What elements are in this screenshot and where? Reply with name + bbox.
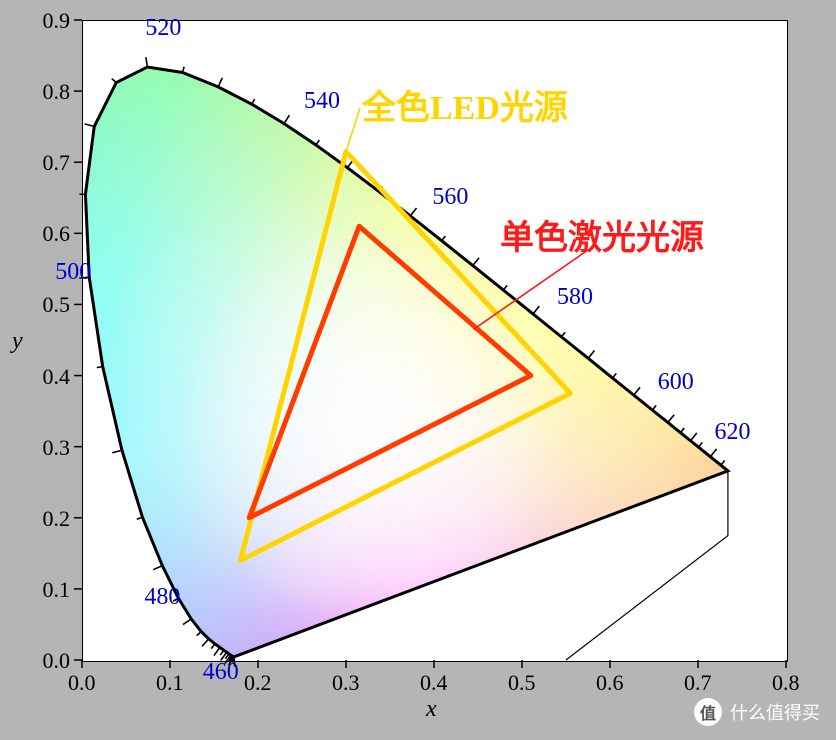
wavelength-label-580: 580	[557, 284, 593, 311]
x-tick-label: 0.1	[156, 670, 184, 696]
y-axis-label: y	[12, 328, 23, 355]
x-tick-label: 0.2	[244, 670, 272, 696]
wavelength-label-480: 480	[144, 584, 180, 611]
x-tick-label: 0.6	[596, 670, 624, 696]
wavelength-label-620: 620	[715, 419, 751, 446]
y-tick-label: 0.3	[43, 435, 71, 461]
x-axis-label: x	[426, 696, 437, 723]
wavelength-label-540: 540	[304, 88, 340, 115]
x-tick-label: 0.3	[332, 670, 360, 696]
x-tick-label: 0.5	[508, 670, 536, 696]
wavelength-label-500: 500	[55, 259, 91, 286]
y-tick-label: 0.8	[43, 79, 71, 105]
y-tick-label: 0.7	[43, 150, 71, 176]
wavelength-label-520: 520	[145, 15, 181, 42]
wavelength-label-600: 600	[658, 369, 694, 396]
y-tick-label: 0.1	[43, 577, 71, 603]
y-tick-label: 0.5	[43, 292, 71, 318]
annotation-full-color-led: 全色LED光源	[362, 80, 568, 129]
watermark: 值 什么值得买	[694, 698, 820, 726]
x-tick-label: 0.4	[420, 670, 448, 696]
y-tick-label: 0.6	[43, 221, 71, 247]
x-tick-label: 0.0	[68, 670, 96, 696]
x-tick-label: 0.7	[684, 670, 712, 696]
y-tick-label: 0.0	[43, 648, 71, 674]
wavelength-label-460: 460	[203, 659, 239, 686]
watermark-text: 什么值得买	[730, 699, 820, 725]
x-tick-label: 0.8	[772, 670, 800, 696]
y-tick-label: 0.9	[43, 8, 71, 34]
y-tick-label: 0.4	[43, 364, 71, 390]
annotation-mono-laser: 单色激光光源	[500, 210, 704, 259]
watermark-badge-icon: 值	[694, 698, 722, 726]
y-tick-label: 0.2	[43, 506, 71, 532]
wavelength-label-560: 560	[432, 184, 468, 211]
